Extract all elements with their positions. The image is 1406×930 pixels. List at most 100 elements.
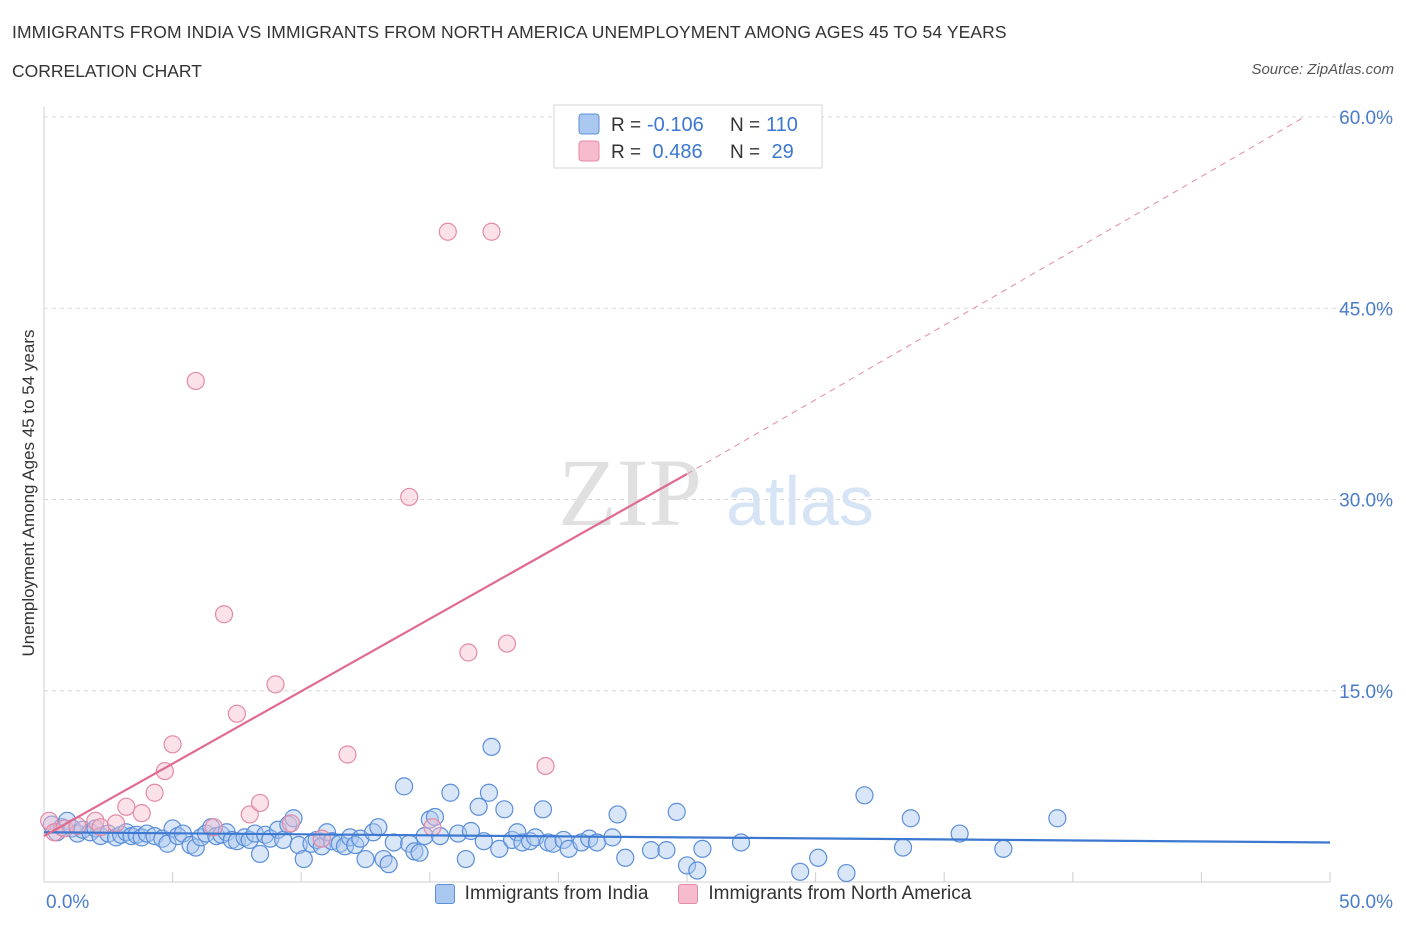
north-america-point-14: [214, 605, 234, 624]
watermark-atlas: atlas: [726, 462, 874, 540]
india-point-37: [250, 844, 270, 864]
india-point-105: [837, 863, 856, 883]
source-label: Source: ZipAtlas.com: [1251, 61, 1394, 78]
india-point-100: [688, 861, 707, 880]
north-america-point-22: [400, 487, 419, 507]
india-point-107: [893, 838, 913, 857]
y-tick-label-0: 15.0%: [1339, 682, 1393, 703]
india-point-60: [379, 855, 398, 874]
india-trend-line: [43, 831, 1331, 844]
north-america-point-0: [40, 811, 59, 830]
legend: Immigrants from India Immigrants from No…: [0, 883, 1406, 905]
india-point-62: [394, 777, 414, 796]
north-america-point-15: [227, 704, 246, 723]
stats-n-label-north-america: N =: [730, 142, 760, 163]
north-america-trend-line: [43, 473, 688, 838]
north-america-point-13: [204, 818, 223, 837]
north-america-trend-extension: [686, 116, 1305, 475]
india-point-102: [731, 833, 751, 852]
stats-r-value-north-america: 0.486: [647, 141, 703, 163]
north-america-point-6: [106, 814, 126, 833]
india-point-77: [482, 737, 501, 756]
y-axis-label: Unemployment Among Ages 45 to 54 years: [19, 330, 38, 657]
india-point-65: [410, 843, 429, 862]
india-point-25: [186, 838, 205, 857]
india-point-103: [791, 862, 810, 881]
india-point-44: [289, 835, 308, 855]
india-point-110: [994, 839, 1013, 858]
legend-item-north-america: Immigrants from North America: [678, 883, 971, 905]
chart-subtitle: CORRELATION CHART: [12, 61, 202, 81]
legend-item-india: Immigrants from India: [434, 883, 649, 905]
north-america-point-7: [117, 797, 136, 816]
tick-labels: 15.0% 30.0% 45.0% 60.0% 0.0% 50.0%: [46, 108, 1393, 913]
stats-r-label-india: R =: [611, 115, 641, 136]
india-point-104: [809, 848, 828, 867]
stats-n-value-india: 110: [766, 114, 798, 136]
india-point-58: [369, 818, 388, 837]
watermark: ZIP atlas: [558, 439, 874, 546]
india-point-96: [641, 841, 661, 860]
india-point-74: [469, 797, 488, 816]
north-america-point-11: [163, 735, 182, 754]
watermark-zip: ZIP: [558, 439, 702, 546]
legend-swatch-north-america: [678, 884, 699, 904]
india-point-59: [374, 849, 393, 869]
india-point-106: [855, 786, 874, 805]
stats-n-value-north-america: 29: [766, 141, 794, 163]
north-america-point-8: [132, 804, 151, 823]
india-point-75: [474, 832, 493, 851]
north-america-point-23: [423, 818, 442, 837]
india-point-85: [533, 800, 553, 819]
india-point-43: [284, 809, 303, 828]
stats-box: R = -0.106 N = 110 R = 0.486 N = 29: [553, 104, 823, 169]
grid-lines: [44, 116, 1390, 692]
india-point-79: [495, 800, 514, 819]
axes: [43, 107, 1331, 883]
trend-lines: [43, 116, 1331, 844]
north-america-point-18: [266, 675, 285, 694]
india-point-99: [677, 856, 697, 875]
stats-swatch-north-america: [578, 140, 600, 162]
india-point-57: [364, 823, 383, 842]
chart-title: IMMIGRANTS FROM INDIA VS IMMIGRANTS FROM…: [12, 22, 1007, 42]
india-point-70: [441, 783, 460, 802]
india-point-101: [693, 839, 712, 858]
india-point-111: [1048, 809, 1067, 828]
india-point-48: [312, 837, 331, 856]
india-point-22: [168, 826, 187, 846]
stats-n-label-india: N =: [730, 115, 760, 136]
north-america-point-19: [281, 814, 301, 833]
x-tick-label-max: 50.0%: [1339, 892, 1393, 913]
legend-swatch-india: [434, 884, 455, 904]
y-tick-label-1: 30.0%: [1339, 491, 1393, 512]
legend-label-india: Immigrants from India: [464, 883, 649, 904]
x-tick-label-min: 0.0%: [46, 892, 89, 913]
north-america-point-24: [438, 222, 457, 241]
north-america-point-27: [497, 634, 517, 653]
india-points: [42, 737, 1067, 883]
y-tick-label-2: 45.0%: [1339, 299, 1393, 320]
north-america-point-17: [250, 793, 270, 813]
india-point-76: [479, 783, 499, 802]
india-point-45: [294, 849, 313, 869]
india-point-109: [950, 824, 969, 843]
india-point-56: [356, 849, 375, 869]
stats-r-value-india: -0.106: [647, 114, 704, 136]
india-point-72: [456, 849, 475, 869]
india-point-108: [901, 809, 920, 828]
north-america-point-12: [186, 371, 205, 391]
north-america-point-26: [482, 222, 501, 241]
north-america-point-5: [91, 818, 110, 837]
north-america-point-21: [338, 745, 357, 764]
india-point-98: [667, 802, 686, 821]
india-point-78: [490, 839, 509, 858]
north-america-point-16: [240, 805, 259, 824]
north-america-points: [40, 222, 555, 848]
india-point-97: [657, 841, 676, 860]
india-point-95: [616, 848, 635, 867]
india-point-24: [181, 835, 200, 855]
north-america-point-25: [459, 643, 478, 662]
north-america-point-9: [145, 783, 164, 802]
